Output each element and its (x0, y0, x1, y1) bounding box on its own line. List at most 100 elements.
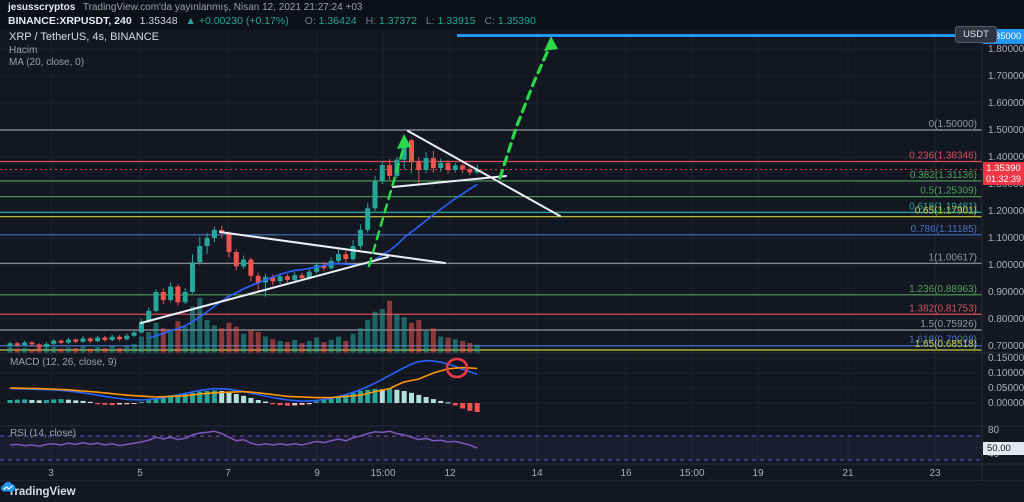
volume-indicator-label[interactable]: Hacim (9, 45, 38, 56)
tradingview-logo-icon[interactable] (0, 481, 16, 495)
symbol-info-row: BINANCE:XRPUSDT, 240 1.35348 ▲ +0.00230 … (8, 15, 536, 27)
fib-label: 1.618(0.70098) (909, 335, 977, 346)
price-tick: 0.80000 (988, 314, 1024, 325)
volume-bar (124, 346, 130, 353)
price-tick: 1.10000 (988, 233, 1024, 244)
pennant-upper[interactable] (407, 130, 561, 217)
macd-hist-bar (7, 400, 13, 403)
price-tick: 0.70000 (988, 341, 1024, 352)
volume-bar (51, 346, 57, 353)
volume-bar (430, 328, 436, 353)
price-axis[interactable]: 1.800001.700001.600001.500001.400001.300… (988, 44, 1024, 460)
candle-down (87, 338, 93, 342)
close-value: 1.35390 (497, 15, 536, 27)
volume-bar (379, 309, 385, 353)
volume-bar (416, 320, 422, 353)
candle-up (65, 339, 71, 343)
macd-hist-bar (131, 403, 137, 404)
volume-bar (80, 346, 86, 353)
price-tick: 1.40000 (988, 152, 1024, 163)
tradingview-brand-text[interactable]: TradingView (8, 485, 76, 498)
last-price-axis-label: 1.35390 01:32:39 (983, 162, 1024, 185)
candle-up (241, 259, 247, 267)
candle-up (22, 342, 28, 346)
price-tick: 1.00000 (988, 260, 1024, 271)
macd-hist-bar (102, 403, 108, 405)
time-tick: 5 (137, 468, 143, 479)
candle-up (138, 321, 144, 333)
publish-header: jesusscryptos TradingView.com'da yayınla… (0, 0, 1024, 30)
candle-down (445, 162, 451, 170)
candle-up (153, 292, 159, 311)
time-axis[interactable]: 3 5 7 9 15:00 12 14 16 15:00 19 21 23 (48, 468, 941, 479)
volume-bar (248, 329, 254, 353)
volume-bar (270, 339, 276, 353)
rsi-indicator-label[interactable]: RSI (14, close) (10, 428, 77, 439)
separator-layer[interactable] (0, 30, 1024, 482)
macd-hist-bar (336, 396, 341, 403)
candle-down (409, 140, 414, 163)
macd-indicator-label[interactable]: MACD (12, 26, close, 9) (10, 357, 117, 368)
candle-down (255, 275, 261, 283)
chart-legend-title[interactable]: XRP / TetherUS, 4s, BINANCE (9, 31, 159, 43)
low-value: 1.33915 (437, 15, 476, 27)
pennant-lower[interactable] (392, 175, 507, 188)
macd-hist-bar (394, 389, 400, 403)
macd-cross-highlight-circle[interactable] (445, 357, 469, 379)
volume-bar (7, 347, 13, 353)
macd-tick: 0.10000 (988, 368, 1024, 379)
symbol-name[interactable]: BINANCE:XRPUSDT, 240 (8, 15, 132, 27)
time-tick: 21 (842, 468, 854, 479)
price-change: ▲ +0.00230 (+0.17%) (185, 15, 289, 27)
author-name[interactable]: jesusscryptos (8, 2, 76, 13)
volume-bar (328, 339, 334, 353)
macd-hist-bar (467, 403, 473, 411)
candle-up (401, 140, 407, 160)
candle-up (146, 310, 152, 322)
macd-hist-bar (255, 400, 261, 403)
macd-hist-bar (270, 403, 276, 405)
volume-bar (226, 322, 232, 353)
time-tick: 15:00 (679, 468, 704, 479)
arrow-layer[interactable] (367, 36, 558, 268)
currency-toggle-button[interactable]: USDT (955, 26, 997, 43)
volume-bar (160, 328, 166, 353)
price-tick: 1.50000 (988, 125, 1024, 136)
candle-down (321, 265, 327, 269)
time-tick: 9 (314, 468, 320, 479)
macd-hist-bar (211, 390, 217, 403)
fib-label: 0.65(1.17901) (915, 206, 977, 217)
rsi-band-fill (0, 436, 982, 460)
time-tick: 7 (225, 468, 231, 479)
breakout-arrow[interactable] (367, 144, 406, 268)
volume-bar (117, 348, 122, 353)
triangle1-lower[interactable] (140, 256, 389, 324)
time-tick: 12 (444, 468, 456, 479)
triangle1-upper[interactable] (219, 231, 446, 264)
projection-arrow[interactable] (498, 46, 551, 180)
volume-bar (22, 348, 28, 353)
volume-bar (423, 331, 429, 353)
candle-up (452, 165, 458, 170)
volume-bar (146, 332, 152, 353)
candle-up (379, 165, 385, 182)
trendline-layer[interactable] (140, 130, 561, 324)
volume-bar (233, 326, 239, 353)
volume-bar (190, 306, 195, 353)
macd-pane (7, 359, 480, 412)
ma-indicator-label[interactable]: MA (20, close, 0) (9, 57, 85, 68)
volume-bar (452, 339, 458, 353)
candle-down (175, 286, 181, 303)
volume-bar (314, 337, 320, 353)
volume-bar (445, 337, 451, 353)
time-tick: 15:00 (370, 468, 395, 479)
fib-label: 0.618(1.19481) (909, 201, 977, 212)
fib-label: 0.786(1.11185) (911, 224, 977, 235)
rsi-pane (0, 430, 982, 461)
macd-hist-bar (365, 389, 371, 403)
macd-circle-layer[interactable] (445, 357, 469, 379)
macd-hist-bar (73, 400, 79, 403)
candle-down (58, 340, 64, 343)
